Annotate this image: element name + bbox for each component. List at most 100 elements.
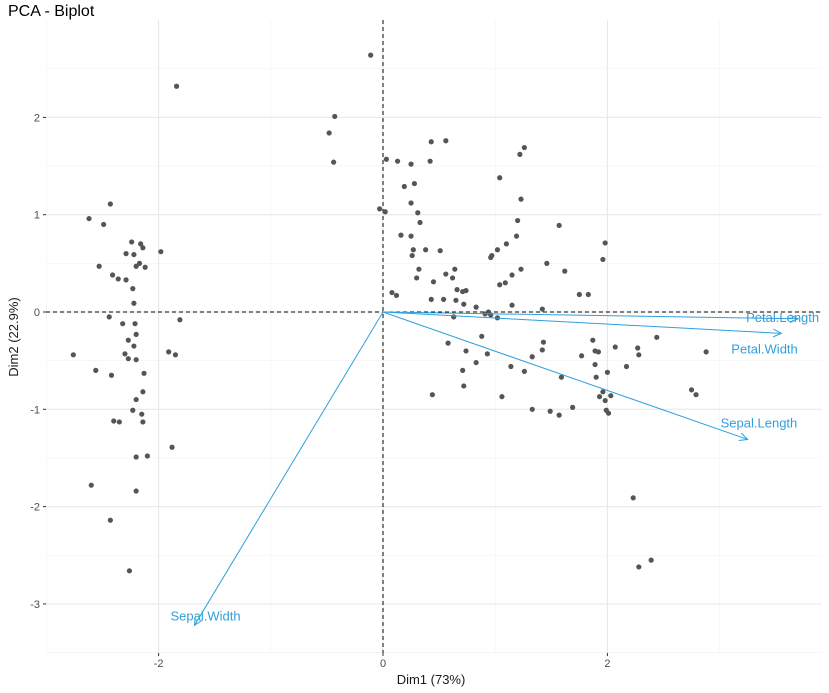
data-point [558, 374, 564, 380]
data-point [428, 296, 434, 302]
data-point [131, 251, 137, 258]
data-point [602, 397, 608, 404]
data-point [427, 158, 433, 164]
data-point [556, 412, 562, 418]
data-point [408, 200, 414, 206]
data-point [398, 232, 404, 238]
data-point [133, 331, 139, 337]
data-point [368, 52, 374, 58]
data-point [590, 337, 596, 343]
variable-arrow-head [193, 616, 203, 627]
data-point [133, 357, 139, 363]
data-point [539, 306, 545, 312]
data-point [612, 344, 618, 350]
data-point [123, 277, 129, 283]
individuals-points [70, 52, 709, 574]
y-tick-label: 0 [34, 307, 40, 319]
data-point [518, 266, 524, 272]
data-point [177, 317, 183, 323]
y-tick-label: 2 [34, 112, 40, 124]
x-axis-title: Dim1 (73%) [397, 672, 466, 687]
data-point [125, 356, 131, 362]
data-point [497, 175, 503, 181]
data-point [416, 266, 422, 272]
data-point [141, 370, 147, 376]
data-point [585, 291, 591, 298]
data-point [630, 495, 636, 501]
y-axis-title: Dim2 (22.9%) [6, 297, 21, 376]
y-tick-label: -3 [30, 599, 40, 611]
data-point [140, 389, 146, 395]
data-point [443, 271, 449, 277]
data-point [703, 349, 709, 355]
data-point [415, 210, 421, 216]
data-point [517, 151, 523, 157]
data-point [93, 367, 99, 373]
data-point [133, 454, 139, 460]
data-point [547, 408, 553, 414]
data-point [383, 156, 389, 162]
data-point [648, 557, 654, 563]
x-tick-label: -2 [154, 658, 164, 670]
data-point [111, 418, 117, 424]
reference-lines [46, 20, 822, 653]
data-point [463, 348, 469, 354]
data-point [136, 260, 143, 266]
data-point [130, 286, 136, 292]
data-point [430, 279, 437, 285]
data-point [169, 444, 175, 450]
data-point [596, 394, 603, 400]
variable-arrow-line [194, 311, 384, 626]
data-point [131, 300, 137, 306]
data-point [488, 254, 494, 261]
chart-title: PCA - Biplot [8, 3, 95, 20]
data-point [115, 276, 121, 282]
data-point [449, 275, 456, 281]
data-point [101, 221, 107, 228]
data-point [515, 217, 521, 224]
data-point [654, 334, 660, 340]
variable-arrow-head [738, 432, 749, 441]
data-point [460, 367, 466, 373]
data-point [473, 359, 479, 366]
data-point [172, 352, 179, 358]
data-point [417, 219, 423, 226]
data-point [509, 302, 515, 308]
y-tick-label: 1 [34, 210, 40, 222]
data-point [593, 374, 599, 380]
data-point [604, 369, 611, 375]
data-point [144, 453, 150, 459]
data-point [503, 241, 510, 247]
data-point [636, 352, 642, 358]
data-point [461, 301, 467, 307]
data-point [142, 264, 148, 270]
data-point [173, 83, 180, 89]
data-point [484, 351, 490, 357]
data-point [409, 252, 415, 259]
data-point [423, 247, 429, 253]
data-point [578, 353, 585, 359]
y-tick-label: -2 [30, 502, 40, 514]
data-point [540, 339, 547, 345]
plot-panel [46, 20, 822, 653]
variable-arrow-head [789, 314, 800, 324]
data-point [107, 201, 113, 207]
data-point [401, 183, 407, 190]
data-point [497, 282, 503, 288]
data-point [382, 209, 388, 215]
data-point [605, 410, 612, 416]
variable-arrow-line [382, 311, 748, 440]
data-point [562, 268, 568, 274]
data-point [521, 368, 527, 374]
data-point [608, 393, 614, 399]
data-point [394, 158, 401, 164]
data-point [488, 312, 494, 318]
data-point [509, 272, 515, 278]
data-point [332, 113, 338, 120]
data-point [411, 180, 418, 187]
data-point [389, 289, 395, 296]
data-point [326, 130, 332, 136]
data-point [636, 564, 642, 570]
data-point [122, 351, 128, 357]
